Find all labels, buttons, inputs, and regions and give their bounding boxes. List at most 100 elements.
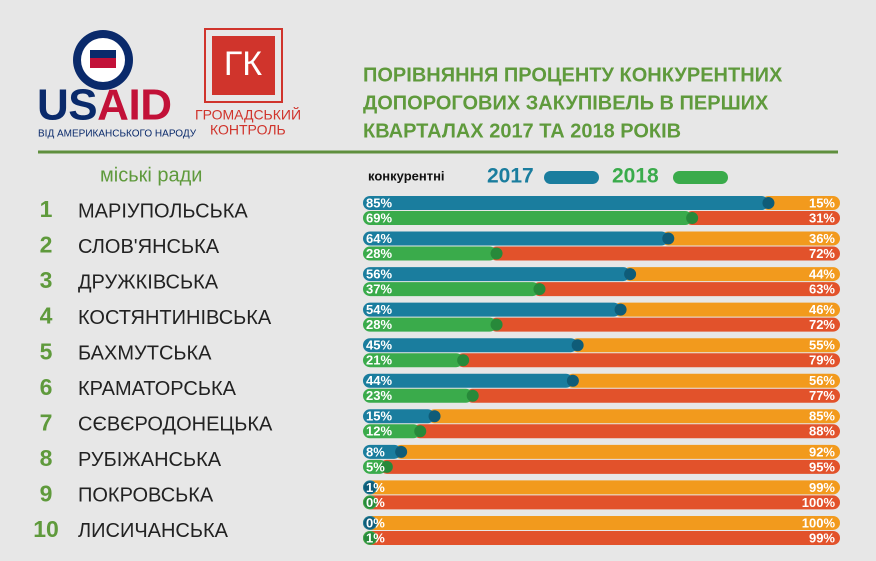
- value-label: 37%: [366, 282, 392, 297]
- bar-rest: [363, 530, 840, 545]
- bar-competitive: [363, 282, 540, 297]
- value-label: 8%: [366, 444, 385, 459]
- value-label: 100%: [802, 495, 836, 510]
- gk-logo: ГК ГРОМАДСЬКИЙ КОНТРОЛЬ: [195, 28, 301, 138]
- value-label: 46%: [809, 302, 835, 317]
- bar-end-dot: [490, 318, 503, 331]
- value-label: 1%: [366, 530, 385, 545]
- value-label: 85%: [366, 195, 392, 210]
- city-name: ЛИСИЧАНСЬКА: [78, 520, 229, 542]
- bar-rest: [465, 388, 840, 403]
- gk-name: КОНТРОЛЬ: [210, 122, 286, 138]
- value-label: 56%: [809, 373, 835, 388]
- value-label: 79%: [809, 353, 835, 368]
- bar-rest: [761, 196, 840, 210]
- bar-rest: [489, 246, 840, 261]
- bar-rest: [363, 515, 840, 530]
- legend-title: конкурентні: [368, 168, 445, 183]
- rank: 8: [40, 445, 53, 471]
- bar-competitive: [363, 459, 387, 474]
- legend-label: 2018: [612, 165, 659, 188]
- usaid-wordmark: USAID: [37, 81, 172, 130]
- value-label: 77%: [809, 388, 835, 403]
- rank: 10: [33, 516, 59, 542]
- value-label: 69%: [366, 210, 392, 225]
- bar-end-dot: [466, 389, 479, 402]
- rank: 1: [40, 196, 53, 222]
- city-name: СЛОВ'ЯНСЬКА: [78, 236, 220, 258]
- value-label: 28%: [366, 246, 392, 261]
- bar-rest: [413, 424, 840, 439]
- value-label: 31%: [809, 210, 835, 225]
- value-label: 56%: [366, 267, 392, 282]
- bar-end-dot: [364, 481, 376, 494]
- bar-competitive: [363, 211, 693, 225]
- title-line: ДОПОРОГОВИХ ЗАКУПІВЕЛЬ В ПЕРШИХ: [363, 92, 769, 114]
- value-label: 23%: [366, 388, 392, 403]
- value-label: 72%: [809, 246, 835, 261]
- title-line: КВАРТАЛАХ 2017 ТА 2018 РОКІВ: [363, 120, 681, 142]
- value-label: 0%: [366, 515, 385, 530]
- bar-rest: [532, 282, 840, 297]
- city-name: БАХМУТСЬКА: [78, 342, 212, 364]
- city-name: КОСТЯНТИНІВСЬКА: [78, 307, 272, 329]
- legend-swatch: [673, 171, 728, 184]
- city-name: ПОКРОВСЬКА: [78, 485, 214, 507]
- bar-end-dot: [364, 531, 376, 544]
- bar-rest: [565, 373, 840, 388]
- bar-end-dot: [614, 303, 627, 316]
- bar-rest: [394, 444, 840, 459]
- bar-end-dot: [566, 374, 579, 387]
- bar-rest: [661, 231, 840, 246]
- value-label: 85%: [809, 409, 835, 424]
- gk-name: ГРОМАДСЬКИЙ: [195, 106, 301, 123]
- bar-competitive: [363, 409, 435, 424]
- bar-rest: [685, 211, 840, 225]
- value-label: 12%: [366, 424, 392, 439]
- bar-end-dot: [414, 425, 427, 438]
- bar-competitive: [363, 373, 573, 388]
- bar-end-dot: [662, 232, 675, 245]
- bar-end-dot: [490, 247, 503, 260]
- bar-rest: [363, 495, 840, 510]
- bar-competitive: [363, 196, 769, 210]
- city-name: МАРІУПОЛЬСЬКА: [78, 200, 248, 222]
- bar-rest: [427, 409, 840, 424]
- value-label: 45%: [366, 338, 392, 353]
- bar-end-dot: [624, 268, 637, 281]
- value-label: 1%: [366, 480, 385, 495]
- value-label: 95%: [809, 459, 835, 474]
- bar-competitive: [363, 424, 421, 439]
- rank: 5: [40, 338, 53, 364]
- bar-rest: [456, 353, 840, 368]
- bar-rest: [570, 338, 840, 353]
- value-label: 100%: [802, 515, 836, 530]
- bar-end-dot: [428, 410, 441, 423]
- column-header: міські ради: [100, 164, 202, 186]
- rank: 2: [40, 232, 53, 258]
- bar-competitive: [363, 231, 669, 246]
- bar-competitive: [363, 302, 621, 317]
- bar-end-dot: [380, 460, 393, 473]
- value-label: 55%: [809, 338, 835, 353]
- value-label: 5%: [366, 459, 385, 474]
- value-label: 15%: [366, 409, 392, 424]
- bar-end-dot: [457, 354, 470, 367]
- bar-competitive: [363, 246, 497, 261]
- bar-competitive: [363, 338, 578, 353]
- bar-end-dot: [395, 445, 408, 458]
- bar-end-dot: [571, 339, 584, 352]
- bar-competitive: [363, 388, 473, 403]
- value-label: 36%: [809, 231, 835, 246]
- value-label: 54%: [366, 302, 392, 317]
- value-label: 44%: [366, 373, 392, 388]
- bar-end-dot: [364, 496, 376, 509]
- value-label: 21%: [366, 353, 392, 368]
- usaid-logo: USAID ВІД АМЕРИКАНСЬКОГО НАРОДУ: [37, 30, 197, 140]
- bar-competitive: [363, 267, 631, 282]
- gk-mark: ГК: [224, 45, 262, 83]
- rank: 4: [40, 303, 53, 329]
- usaid-tagline: ВІД АМЕРИКАНСЬКОГО НАРОДУ: [38, 129, 197, 140]
- city-name: КРАМАТОРСЬКА: [78, 378, 237, 400]
- bar-competitive: [363, 317, 497, 332]
